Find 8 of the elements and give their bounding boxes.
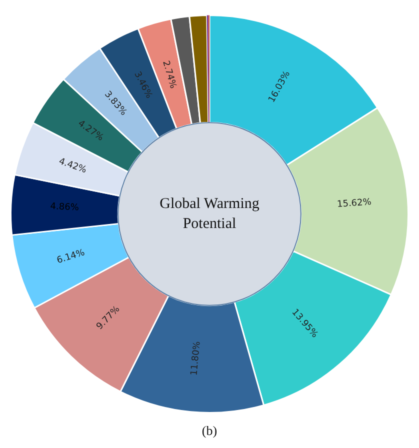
data-label: 11.80%: [190, 340, 203, 376]
data-label: 6.14%: [56, 248, 87, 266]
data-label: 4.86%: [50, 202, 80, 214]
text: (b): [202, 422, 218, 438]
text: Global Warming Potential: [160, 196, 260, 232]
data-label: 4.42%: [57, 156, 88, 176]
data-label: 2.74%: [160, 60, 178, 90]
data-label: 15.62%: [336, 198, 372, 210]
